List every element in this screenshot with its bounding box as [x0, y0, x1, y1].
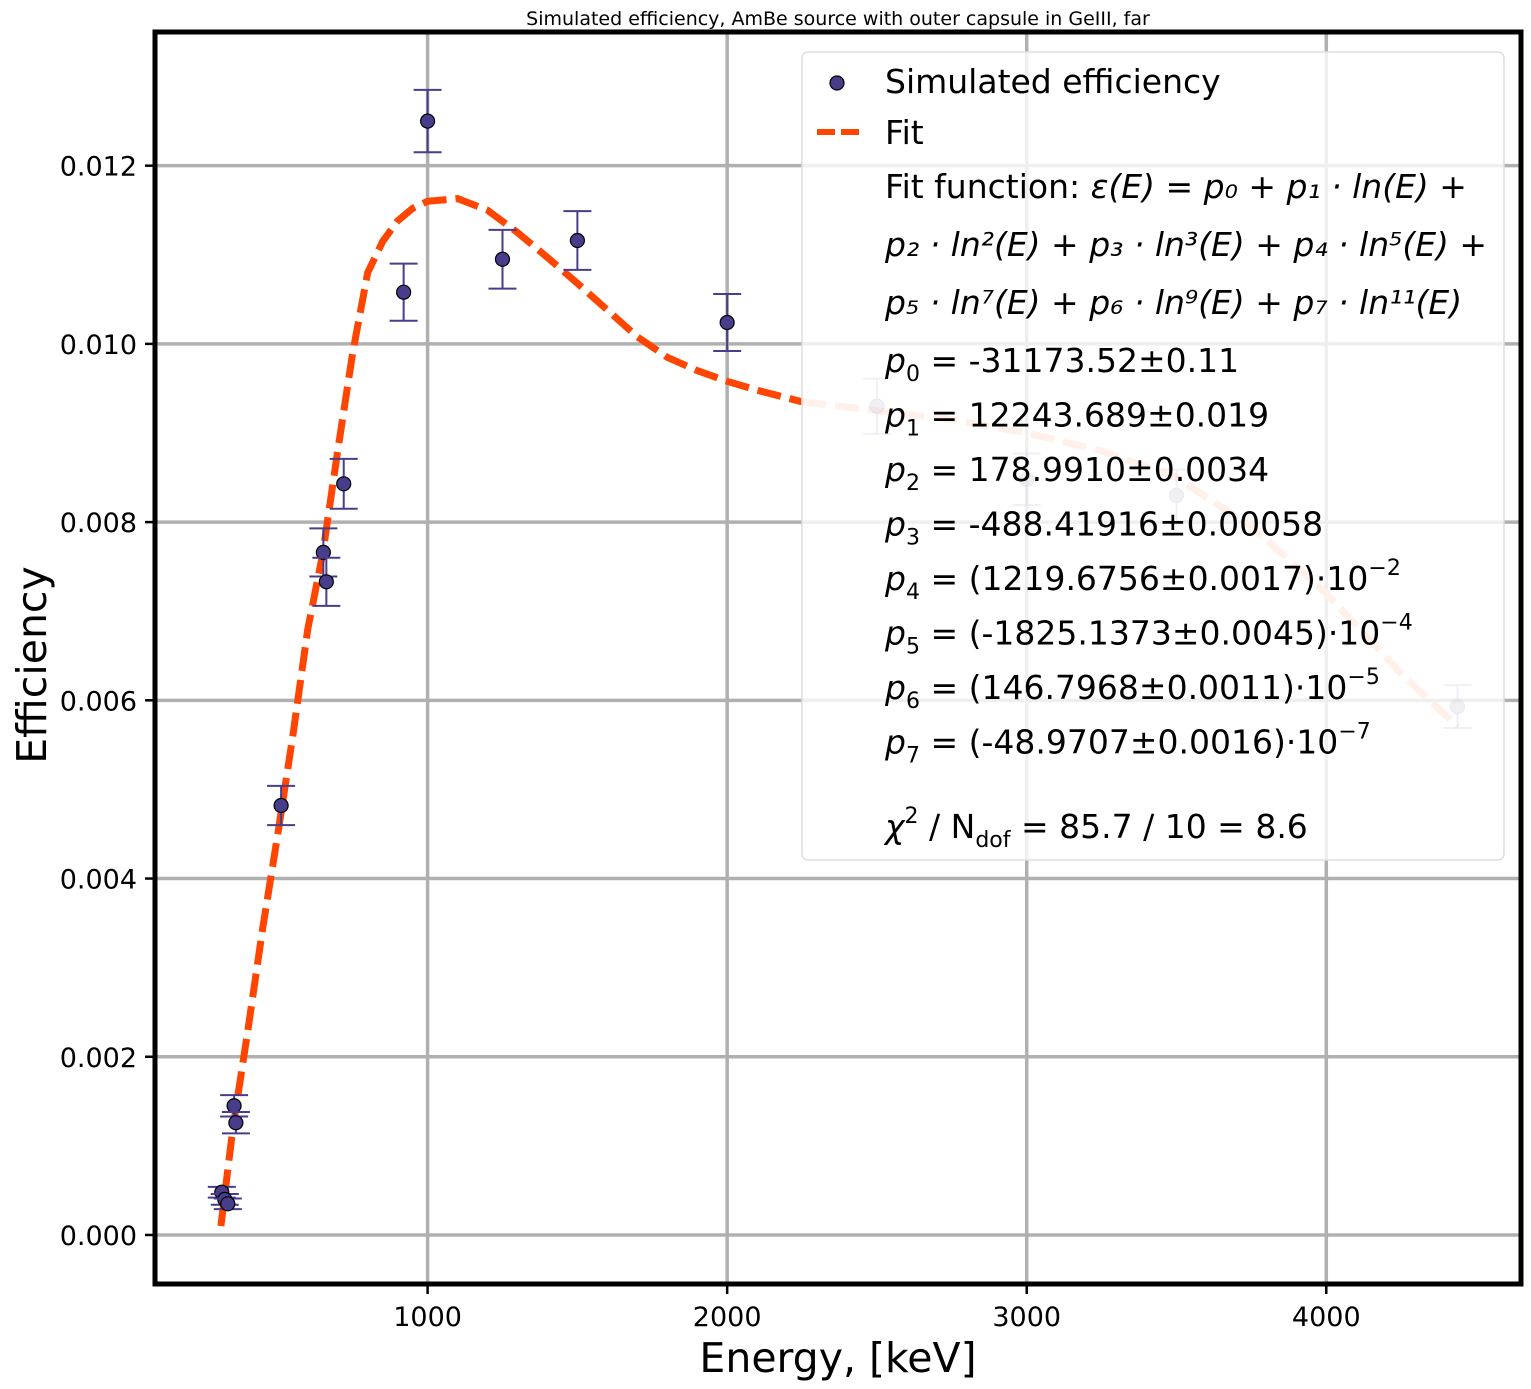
legend-param-p4: p4 = (1219.6756±0.0017)·10−2 [884, 556, 1401, 605]
axes: 1000 2000 3000 4000 0.000 0.002 0.004 0.006 0.00… [60, 29, 1524, 1333]
data-marker [420, 113, 436, 129]
data-marker [318, 574, 334, 590]
y-tick-label: 0.006 [60, 686, 137, 717]
legend-scatter-label: Simulated efficiency [885, 62, 1221, 101]
legend-param-p6: p6 = (146.7968±0.0011)·10−5 [884, 665, 1380, 714]
data-point [220, 1094, 249, 1118]
legend-param-p5: p5 = (-1825.1373±0.0045)·10−4 [884, 611, 1413, 660]
data-point [488, 228, 517, 290]
y-tick-label: 0.012 [60, 152, 137, 183]
data-point [413, 88, 442, 154]
chart-title: Simulated efficiency, AmBe source with o… [526, 8, 1150, 30]
y-tick-label: 0.010 [60, 330, 137, 361]
data-point [267, 784, 296, 827]
data-marker [494, 251, 511, 267]
legend-param-p2: p2 = 178.9910±0.0034 [884, 450, 1269, 496]
data-marker [336, 476, 352, 492]
data-marker [719, 314, 735, 331]
legend-formula-3: p₅ · ln⁷(E) + p₆ · ln⁹(E) + p₇ · ln¹¹(E) [884, 283, 1462, 322]
y-tick-label: 0.000 [60, 1221, 137, 1252]
legend-param-p7: p7 = (-48.9707±0.0016)·10−7 [884, 720, 1371, 769]
legend-formula-2: p₂ · ln²(E) + p₃ · ln³(E) + p₄ · ln⁵(E) … [884, 225, 1487, 264]
data-point [329, 457, 358, 510]
legend-formula-1: Fit function: ε(E) = p₀ + p₁ · ln(E) + [885, 167, 1467, 206]
legend-scatter-marker [829, 75, 845, 91]
y-tick-label: 0.002 [60, 1043, 137, 1074]
x-tick-label: 4000 [1292, 1302, 1361, 1333]
data-point [713, 292, 742, 353]
y-tick-label: 0.004 [60, 865, 137, 896]
x-tick-label: 2000 [693, 1302, 762, 1333]
legend: Simulated efficiency Fit Fit function: ε… [801, 51, 1505, 861]
data-marker [273, 797, 289, 814]
y-tick-label: 0.008 [60, 508, 137, 539]
legend-box [801, 51, 1505, 861]
data-marker [315, 544, 331, 561]
x-tick-label: 3000 [992, 1302, 1061, 1333]
y-axis-label: Efficiency [8, 566, 56, 764]
legend-fit-label: Fit [885, 113, 924, 152]
legend-fit-details: Fit function: ε(E) = p₀ + p₁ · ln(E) + p₂… [883, 167, 1487, 853]
data-point [563, 210, 592, 271]
legend-param-p3: p3 = -488.41916±0.00058 [884, 505, 1323, 551]
legend-chi2: χ2 / Ndof = 85.7 / 10 = 8.6 [883, 804, 1308, 853]
x-axis-label: Energy, [keV] [699, 1334, 976, 1382]
plot-frame [152, 29, 1524, 1287]
data-point [213, 1196, 242, 1212]
legend-param-p0: p0 = -31173.52±0.11 [884, 341, 1239, 387]
x-tick-label: 1000 [393, 1302, 462, 1333]
data-point [389, 262, 418, 322]
data-marker [569, 232, 585, 249]
fit-line [217, 195, 803, 1227]
data-marker [226, 1098, 242, 1114]
data-point [309, 527, 338, 578]
data-marker [220, 1196, 236, 1212]
data-marker [228, 1115, 244, 1131]
data-marker [396, 284, 412, 300]
legend-param-p1: p1 = 12243.689±0.019 [884, 396, 1269, 442]
data-point [221, 1111, 250, 1135]
data-point [312, 556, 341, 607]
